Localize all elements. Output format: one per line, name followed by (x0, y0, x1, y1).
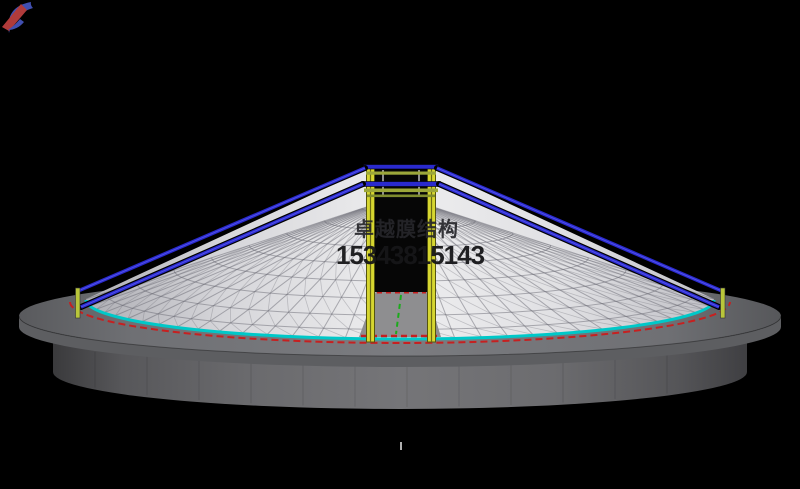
edge-rings (69, 299, 731, 344)
anchor-posts (75, 287, 726, 319)
ridge-cables (75, 165, 725, 310)
axis-tick (400, 442, 402, 450)
